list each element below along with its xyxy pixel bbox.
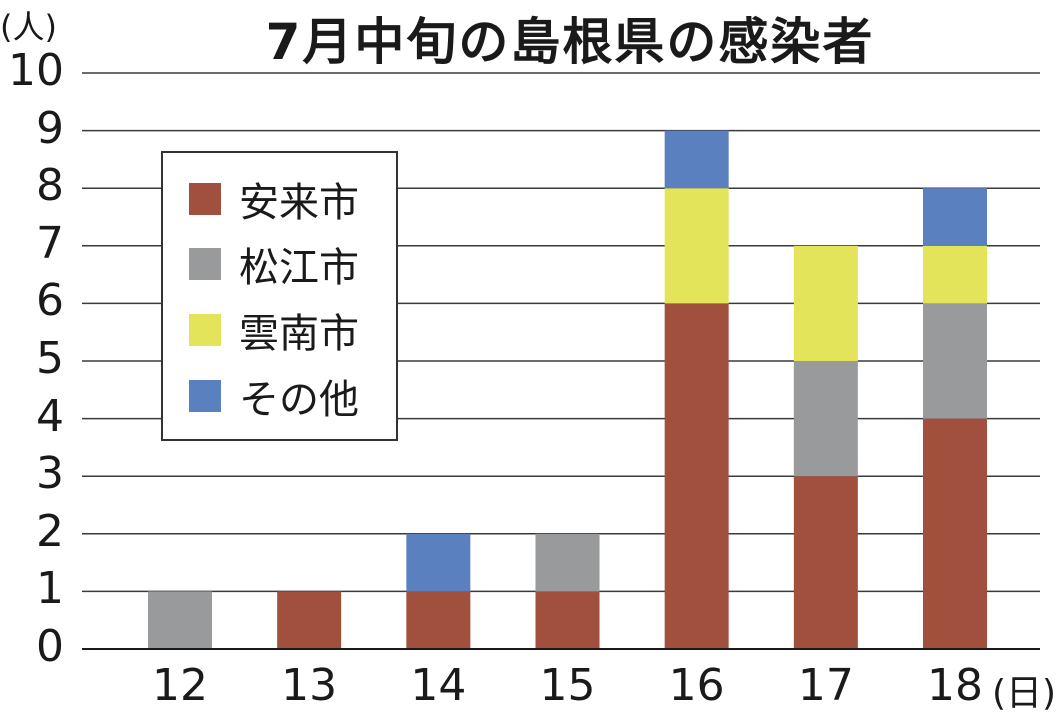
legend-item-yasugi: 安来市: [189, 174, 359, 226]
y-tick-10: 10: [8, 45, 64, 96]
y-tick-3: 3: [36, 448, 64, 500]
y-tick-2: 2: [36, 505, 64, 557]
legend-label-unnan: 雲南市: [239, 311, 359, 357]
bar-17-unnan: [793, 245, 858, 361]
y-tick-5: 5: [36, 333, 64, 384]
y-tick-0: 0: [36, 621, 64, 672]
y-tick-1: 1: [36, 563, 64, 615]
legend-swatch-unnan: [189, 314, 221, 346]
y-tick-4: 4: [36, 390, 64, 442]
bar-18-matsue: [923, 303, 987, 419]
bar-15-matsue: [535, 533, 600, 592]
bar-17-yasugi: [793, 476, 858, 649]
bar-18-unnan: [923, 245, 987, 304]
x-tick-12: 12: [152, 660, 208, 711]
legend-label-other: その他: [239, 377, 359, 423]
bar-14-yasugi: [406, 591, 471, 649]
y-tick-8: 8: [36, 160, 64, 212]
legend-item-unnan: 雲南市: [189, 305, 359, 357]
bar-17-matsue: [793, 361, 858, 477]
bar-15-yasugi: [535, 591, 600, 649]
bars: [148, 130, 987, 649]
legend-item-other: その他: [189, 371, 359, 423]
x-tick-16: 16: [668, 660, 725, 711]
bar-18-other: [923, 188, 987, 246]
y-tick-9: 9: [36, 102, 64, 154]
y-axis-unit: (人): [0, 8, 57, 46]
legend: 安来市 松江市 雲南市 その他: [161, 151, 398, 441]
x-tick-17: 17: [797, 660, 854, 711]
legend-swatch-matsue: [189, 248, 221, 280]
y-tick-7: 7: [36, 217, 64, 269]
bar-16-yasugi: [664, 303, 729, 649]
bar-12-matsue: [148, 591, 212, 649]
bar-16-unnan: [664, 188, 729, 304]
legend-label-matsue: 松江市: [239, 245, 359, 291]
x-tick-14: 14: [410, 660, 467, 711]
legend-item-matsue: 松江市: [189, 239, 359, 291]
legend-label-yasugi: 安来市: [239, 180, 359, 226]
legend-swatch-other: [189, 380, 221, 412]
bar-18-yasugi: [923, 418, 987, 649]
chart-title: 7月中旬の島根県の感染者: [265, 13, 875, 71]
x-tick-13: 13: [281, 660, 338, 711]
gridlines: [82, 72, 1040, 593]
y-tick-6: 6: [36, 275, 64, 327]
bar-13-yasugi: [277, 591, 342, 649]
bar-16-other: [664, 130, 729, 189]
x-tick-15: 15: [539, 660, 596, 711]
bar-14-other: [406, 533, 471, 592]
x-tick-18: 18: [927, 660, 983, 711]
legend-swatch-yasugi: [189, 183, 221, 215]
